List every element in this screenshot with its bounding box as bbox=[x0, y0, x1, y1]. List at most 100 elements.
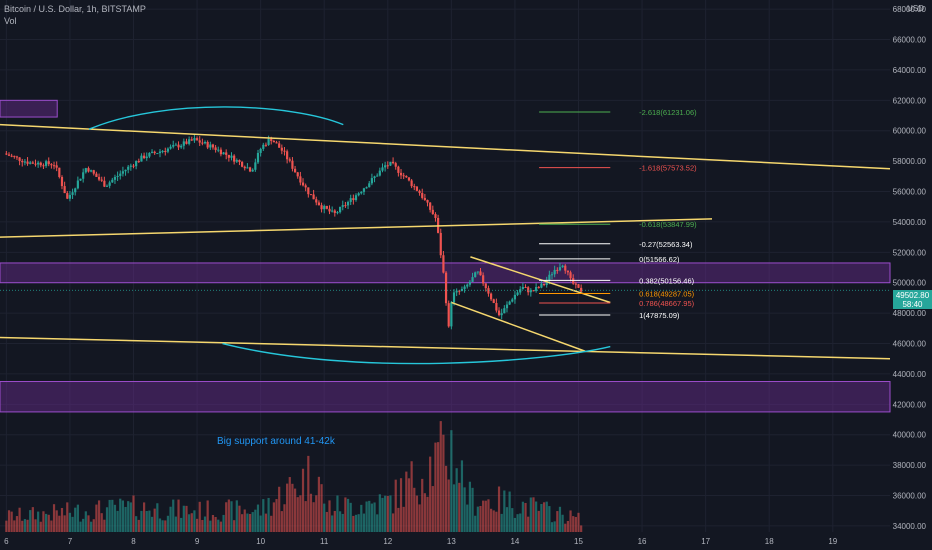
volume-bar bbox=[254, 509, 257, 532]
volume-bar bbox=[172, 499, 175, 532]
candle-body bbox=[293, 168, 297, 173]
volume-bar bbox=[508, 491, 511, 532]
volume-bar bbox=[140, 510, 143, 532]
volume-bar bbox=[423, 493, 426, 532]
candle-body bbox=[103, 180, 106, 187]
candle-body bbox=[323, 205, 326, 210]
volume-bar bbox=[527, 516, 530, 532]
volume-bar bbox=[206, 500, 209, 532]
candle-body bbox=[135, 161, 138, 167]
candle-body bbox=[331, 210, 334, 212]
volume-bar bbox=[463, 487, 466, 532]
price-tick-label: 58000.00 bbox=[893, 157, 927, 166]
volume-bar bbox=[545, 501, 548, 532]
volume-bar bbox=[529, 497, 532, 532]
volume-bar bbox=[52, 504, 56, 532]
candle-body bbox=[354, 195, 358, 201]
fib-level-label: 0.786(48667.95) bbox=[639, 299, 695, 308]
time-tick-label: 12 bbox=[383, 537, 392, 546]
volume-bar bbox=[540, 503, 543, 532]
candle-body bbox=[219, 149, 223, 155]
volume-bar bbox=[169, 506, 172, 532]
volume-bar bbox=[79, 521, 82, 532]
volume-bar bbox=[82, 518, 85, 532]
candle-body bbox=[270, 138, 273, 142]
volume-bar bbox=[391, 513, 395, 532]
candle-body bbox=[169, 146, 172, 149]
candle-body bbox=[121, 171, 125, 174]
volume-bar bbox=[132, 495, 135, 532]
volume-bar bbox=[166, 515, 170, 532]
candle-body bbox=[349, 198, 352, 202]
volume-bar bbox=[283, 504, 286, 532]
volume-bar bbox=[349, 502, 352, 532]
volume-bar bbox=[76, 504, 79, 532]
volume-bar bbox=[129, 502, 132, 532]
candle-body bbox=[256, 152, 260, 163]
candle-body bbox=[50, 164, 53, 166]
volume-bar bbox=[426, 496, 429, 532]
fib-level-label: 0.382(50156.46) bbox=[639, 276, 695, 285]
candle-body bbox=[211, 144, 215, 148]
volume-bar bbox=[198, 501, 201, 532]
candle-body bbox=[415, 186, 419, 191]
candle-body bbox=[76, 180, 79, 189]
volume-indicator-label[interactable]: Vol bbox=[4, 16, 17, 26]
volume-bar bbox=[18, 507, 21, 532]
volume-bar bbox=[476, 506, 479, 532]
volume-bar bbox=[256, 504, 260, 532]
volume-bar bbox=[145, 510, 148, 532]
volume-bar bbox=[532, 497, 535, 532]
current-price-value: 49502.80 bbox=[895, 291, 930, 300]
volume-bar bbox=[317, 476, 321, 532]
candle-body bbox=[209, 144, 212, 148]
volume-bar bbox=[203, 516, 207, 532]
volume-bar bbox=[103, 519, 106, 532]
volume-bar bbox=[468, 481, 471, 532]
candle-body bbox=[362, 188, 366, 192]
candle-body bbox=[23, 161, 26, 163]
volume-bar bbox=[286, 483, 289, 532]
volume-bar bbox=[142, 502, 146, 532]
price-tick-label: 36000.00 bbox=[893, 492, 927, 501]
candle-body bbox=[166, 148, 170, 152]
candle-body bbox=[206, 141, 209, 148]
price-tick-label: 62000.00 bbox=[893, 96, 927, 105]
price-tick-label: 60000.00 bbox=[893, 127, 927, 136]
volume-bar bbox=[222, 514, 225, 532]
volume-bar bbox=[296, 497, 299, 532]
candle-body bbox=[489, 293, 493, 300]
candle-body bbox=[262, 144, 265, 149]
bar-countdown: 58:40 bbox=[902, 300, 923, 309]
candle-body bbox=[304, 185, 307, 188]
candle-body bbox=[90, 170, 93, 172]
volume-bar bbox=[161, 520, 164, 532]
volume-bar bbox=[10, 511, 13, 532]
candle-body bbox=[357, 193, 360, 196]
candle-body bbox=[84, 168, 87, 173]
volume-bar bbox=[55, 510, 58, 532]
candle-body bbox=[129, 165, 132, 167]
support-annotation[interactable]: Big support around 41-42k bbox=[217, 436, 335, 447]
volume-bar bbox=[195, 518, 199, 532]
candle-body bbox=[21, 160, 24, 163]
volume-bar bbox=[259, 515, 262, 532]
candle-body bbox=[301, 182, 305, 186]
candle-body bbox=[577, 284, 580, 288]
volume-bar bbox=[500, 513, 503, 532]
candle-body bbox=[55, 165, 58, 168]
volume-bar bbox=[458, 482, 461, 532]
volume-bar bbox=[113, 504, 117, 532]
volume-bar bbox=[270, 515, 273, 532]
volume-bar bbox=[558, 506, 562, 532]
symbol-title[interactable]: Bitcoin / U.S. Dollar, 1h, BITSTAMP bbox=[4, 4, 146, 14]
volume-bar bbox=[452, 484, 456, 532]
volume-bar bbox=[87, 515, 90, 532]
candle-body bbox=[174, 144, 177, 146]
candle-body bbox=[18, 157, 21, 161]
volume-bar bbox=[47, 514, 50, 532]
candle-body bbox=[542, 283, 546, 286]
volume-bar bbox=[217, 519, 220, 532]
volume-bar bbox=[211, 514, 215, 532]
